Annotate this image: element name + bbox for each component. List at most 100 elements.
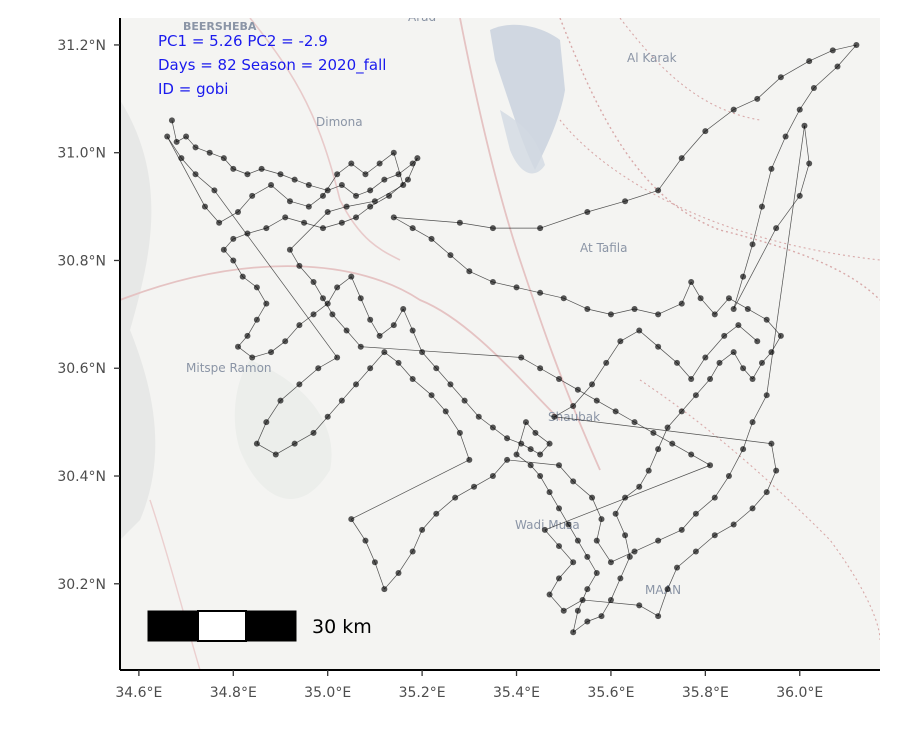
track-point [721, 332, 728, 339]
track-segment [709, 362, 720, 380]
track-point [362, 171, 369, 178]
track-point [235, 208, 242, 215]
track-point [433, 365, 440, 372]
track-point [537, 451, 544, 458]
track-point [777, 74, 784, 81]
track-segment [554, 416, 772, 445]
track-point [768, 440, 775, 447]
track-point [291, 440, 298, 447]
track-segment [610, 551, 635, 563]
track-segment [412, 330, 423, 353]
track-point [740, 365, 747, 372]
track-point [801, 122, 808, 129]
track-point [546, 440, 553, 447]
track-point [263, 419, 270, 426]
track-segment [742, 422, 753, 450]
track-point [527, 446, 534, 453]
track-point [537, 473, 544, 480]
track-point [636, 327, 643, 334]
track-point [404, 176, 411, 183]
track-point [362, 537, 369, 544]
track-segment [540, 211, 588, 229]
place-label-arad: Arad [408, 10, 436, 24]
track-point [419, 526, 426, 533]
track-point [367, 365, 374, 372]
track-point [513, 451, 520, 458]
track-point [711, 494, 718, 501]
track-point [390, 214, 397, 221]
track-segment [540, 292, 564, 299]
track-segment [690, 357, 706, 380]
track-segment [369, 351, 385, 369]
track-point [622, 494, 629, 501]
track-point [466, 456, 473, 463]
track-segment [572, 610, 579, 633]
track-point [758, 359, 765, 366]
track-point [305, 203, 312, 210]
track-point [390, 322, 397, 329]
track-point [409, 548, 416, 555]
track-point [664, 424, 671, 431]
track-segment [639, 330, 659, 347]
track-segment [289, 211, 328, 250]
track-segment [733, 98, 758, 110]
track-point [206, 149, 213, 156]
track-point [754, 338, 761, 345]
track-point [343, 203, 350, 210]
track-segment [809, 50, 833, 62]
track-point [758, 203, 765, 210]
track-point [593, 537, 600, 544]
track-segment [605, 341, 621, 364]
track-point [338, 397, 345, 404]
track-segment [657, 157, 683, 191]
track-segment [237, 195, 253, 213]
x-tick-label: 35.4°E [493, 685, 540, 701]
track-point [305, 182, 312, 189]
track-segment [398, 551, 413, 574]
track-point [367, 203, 374, 210]
track-point [570, 402, 577, 409]
scale-bar-label: 30 km [312, 616, 372, 638]
scale-bar-segment-2 [197, 610, 247, 642]
track-point [527, 462, 534, 469]
track-segment [615, 497, 626, 514]
track-segment [454, 486, 475, 498]
track-point [796, 192, 803, 199]
x-tick-label: 35.0°E [304, 685, 351, 701]
track-point [319, 192, 326, 199]
track-segment [374, 562, 385, 590]
track-point [584, 586, 591, 593]
track-segment [639, 605, 659, 617]
track-segment [270, 184, 291, 202]
track-point [268, 182, 275, 189]
track-segment [360, 346, 522, 358]
track-segment [214, 190, 338, 358]
track-point [178, 155, 185, 162]
track-point [504, 435, 511, 442]
track-segment [332, 314, 347, 331]
track-segment [346, 200, 375, 207]
track-point [730, 305, 737, 312]
track-segment [813, 66, 838, 89]
track-segment [370, 195, 390, 207]
track-segment [752, 362, 763, 380]
track-segment [634, 308, 659, 315]
track-segment [393, 217, 460, 224]
track-point [522, 419, 529, 426]
track-segment [398, 362, 413, 380]
border-dotted-3 [619, 18, 761, 121]
track-segment [657, 303, 682, 315]
track-point [518, 440, 525, 447]
track-segment [766, 470, 777, 493]
track-point [768, 165, 775, 172]
track-point [371, 559, 378, 566]
track-point [324, 187, 331, 194]
track-segment [350, 276, 362, 299]
track-point [390, 149, 397, 156]
track-point [409, 225, 416, 232]
y-axis-ticks: 30.2°N 30.4°N 30.6°N 30.8°N 31.0°N 31.2°N [57, 38, 120, 593]
track-segment [596, 540, 612, 563]
track-point [301, 219, 308, 226]
terrain-shading-center [234, 360, 332, 499]
track-segment [558, 508, 569, 525]
